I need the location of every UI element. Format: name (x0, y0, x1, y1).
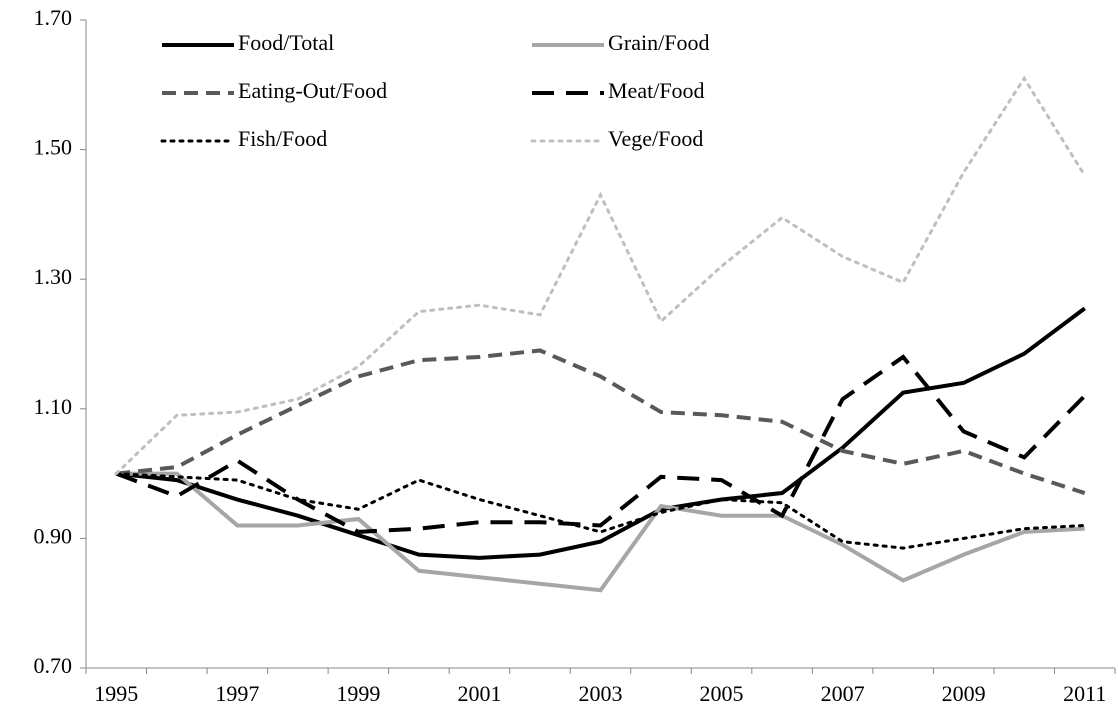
x-tick-label: 2005 (700, 681, 744, 706)
y-tick-label: 0.70 (34, 653, 73, 678)
x-tick-label: 2011 (1063, 681, 1106, 706)
legend-label: Grain/Food (608, 30, 709, 55)
x-tick-label: 2001 (457, 681, 501, 706)
x-tick-label: 2009 (942, 681, 986, 706)
legend-label: Eating-Out/Food (238, 78, 387, 103)
x-tick-label: 1995 (94, 681, 138, 706)
legend-label: Fish/Food (238, 126, 327, 151)
y-tick-label: 1.70 (34, 5, 73, 30)
legend-label: Vege/Food (608, 126, 703, 151)
x-tick-label: 1999 (336, 681, 380, 706)
series-line (114, 75, 1087, 476)
y-tick-label: 1.30 (34, 264, 73, 289)
series-line (115, 354, 1087, 534)
y-tick-label: 1.10 (34, 394, 73, 419)
y-tick-label: 1.50 (34, 135, 73, 160)
series-line (116, 471, 1085, 593)
x-tick-label: 2003 (579, 681, 623, 706)
series-line (114, 472, 1087, 550)
x-tick-label: 2007 (821, 681, 865, 706)
y-tick-label: 0.90 (34, 523, 73, 548)
legend-label: Meat/Food (608, 78, 705, 103)
legend-label: Food/Total (238, 30, 334, 55)
x-tick-label: 1997 (215, 681, 259, 706)
series-line (116, 348, 1086, 495)
series-line (116, 306, 1086, 560)
